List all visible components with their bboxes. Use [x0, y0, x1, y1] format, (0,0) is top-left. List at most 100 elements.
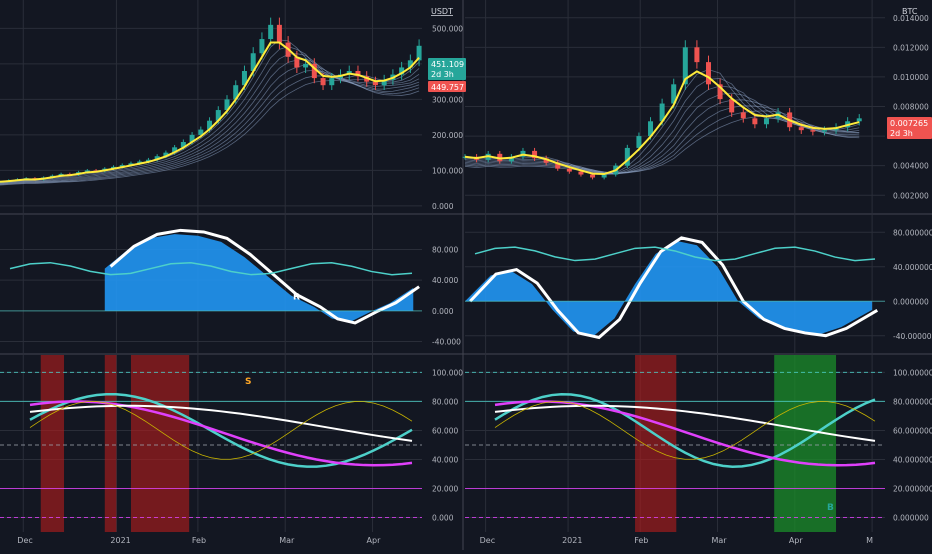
signal-label: B: [827, 503, 834, 513]
y-tick-label: 20.000: [432, 484, 458, 493]
candle: [578, 171, 584, 175]
y-tick-label: 40.000000: [893, 455, 932, 464]
candle: [821, 130, 827, 132]
y-tick-label: -40.000000: [893, 332, 932, 341]
candle: [752, 118, 758, 125]
candle: [729, 99, 735, 113]
stoch-d-line: [494, 400, 876, 467]
stoch-k-line: [29, 393, 413, 468]
y-tick-label: 60.000: [432, 426, 458, 435]
candle: [294, 56, 300, 68]
y-tick-label: 80.000000: [893, 397, 932, 406]
y-tick-label: 0.010000: [893, 73, 929, 82]
currency-label: USDT: [431, 7, 453, 16]
y-tick-label: 40.000: [432, 276, 458, 285]
ribbon-line: [0, 39, 420, 183]
y-tick-label: 40.000: [432, 455, 458, 464]
candle: [154, 156, 160, 160]
y-tick-label: 0.004000: [893, 162, 929, 171]
candle: [372, 81, 378, 86]
candle: [320, 78, 326, 86]
candle: [119, 165, 125, 167]
rsi-fast-line: [494, 401, 876, 460]
candle: [717, 84, 723, 100]
candle: [180, 142, 186, 148]
candle: [84, 170, 90, 173]
candle: [207, 120, 213, 130]
candle: [543, 158, 549, 163]
ribbon-line: [464, 114, 860, 175]
candle: [163, 152, 169, 157]
candle: [648, 121, 654, 137]
candle: [416, 45, 422, 61]
overbought-zone: [104, 355, 117, 532]
candle: [532, 150, 538, 159]
price-tag-usdt-text: 2d 3h: [431, 70, 454, 79]
mfi-line: [474, 246, 876, 262]
x-tick-label: 2021: [110, 536, 130, 545]
rsi-fast-line: [29, 401, 413, 460]
ema-line: [0, 41, 420, 183]
stoch-d-line: [29, 400, 413, 467]
y-tick-label: 0.012000: [893, 43, 929, 52]
candle: [128, 163, 134, 166]
y-tick-label: 0.000: [432, 202, 454, 211]
x-tick-label: Feb: [192, 536, 206, 545]
candle: [111, 166, 117, 169]
candle: [198, 129, 204, 135]
y-tick-label: 60.000000: [893, 426, 932, 435]
price-tag-usdt-text: 451.109: [431, 60, 464, 69]
x-tick-label: Mar: [279, 536, 295, 545]
overbought-zone: [130, 355, 190, 532]
y-tick-label: 500.000: [432, 24, 463, 33]
y-tick-label: -40.000: [432, 338, 461, 347]
ribbon-line: [464, 105, 860, 174]
candle: [740, 112, 746, 119]
candle: [276, 24, 282, 43]
overbought-zone: [40, 355, 65, 532]
ema-line: [464, 70, 860, 176]
candle: [172, 147, 178, 153]
candle: [268, 24, 274, 40]
y-tick-label: 0.014000: [893, 14, 929, 23]
wave-outline: [109, 228, 420, 325]
x-tick-label: Feb: [634, 536, 648, 545]
secondary-price-tag-text: 449.757: [431, 83, 464, 92]
candle: [303, 63, 309, 68]
candle: [381, 79, 387, 86]
y-tick-label: 80.000: [432, 246, 458, 255]
candle: [215, 110, 221, 121]
candle: [145, 159, 151, 162]
signal-label: R: [293, 292, 300, 302]
currency-label: BTC: [902, 7, 918, 16]
candle: [329, 78, 335, 86]
wave-outline: [469, 236, 879, 340]
y-tick-label: 0.008000: [893, 103, 929, 112]
y-tick-label: 80.000000: [893, 228, 932, 237]
candle: [399, 67, 405, 75]
x-tick-label: Mar: [712, 536, 728, 545]
secondary-price-tag: [428, 81, 466, 92]
ribbon-line: [0, 46, 420, 183]
rsi-line: [29, 404, 413, 442]
x-tick-label: M: [866, 536, 873, 545]
candle: [705, 62, 711, 85]
candle: [555, 162, 561, 169]
price-tag-btc: [887, 117, 932, 139]
price-tag-usdt: [428, 58, 466, 80]
y-tick-label: 0.000000: [893, 513, 929, 522]
candle: [856, 118, 862, 122]
candle: [671, 84, 677, 104]
candle: [682, 47, 688, 85]
candle: [798, 127, 804, 131]
y-tick-label: 0.000: [432, 513, 454, 522]
x-tick-label: Apr: [789, 536, 804, 545]
candle: [624, 147, 630, 166]
x-tick-label: Dec: [480, 536, 495, 545]
candle: [407, 60, 413, 68]
price-tag-btc-text: 2d 3h: [890, 129, 913, 138]
oversold-zone: [774, 355, 837, 532]
y-tick-label: 100.000: [432, 166, 463, 175]
